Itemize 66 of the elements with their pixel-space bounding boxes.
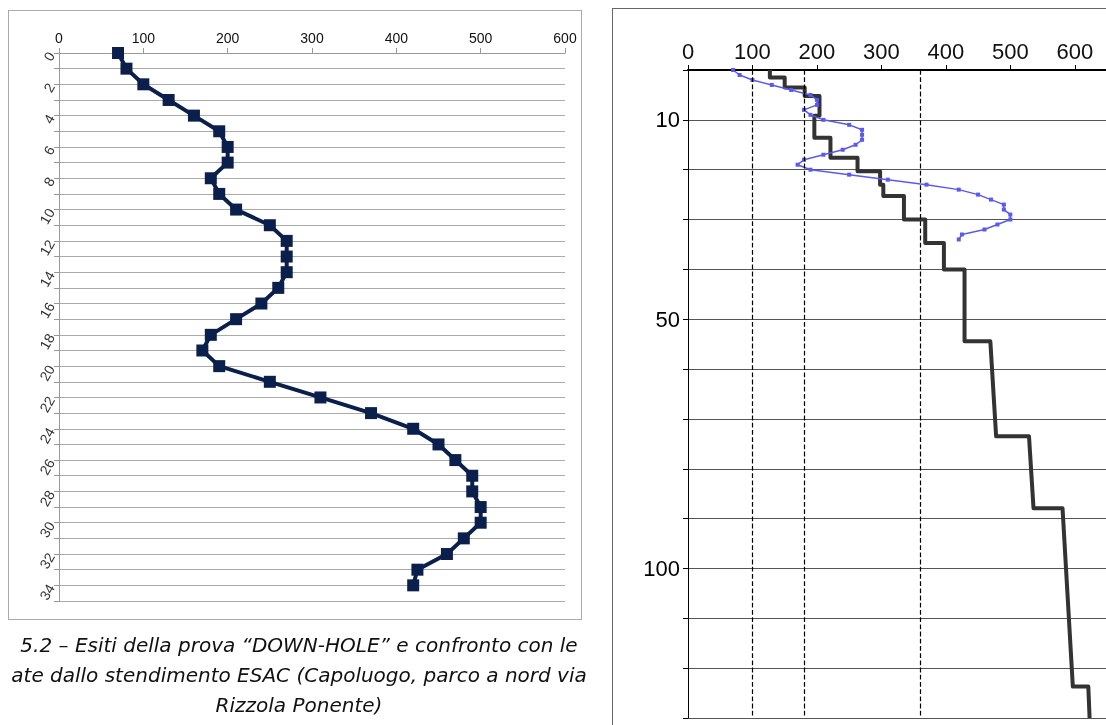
- x-tick-label: 600: [1056, 38, 1094, 64]
- y-tick-label: 8: [40, 174, 59, 189]
- x-tick-label: 500: [991, 38, 1029, 64]
- point: [860, 127, 865, 132]
- point: [1001, 202, 1006, 207]
- point: [737, 72, 742, 77]
- y-tick-label: 22: [36, 393, 59, 415]
- y-tick-label: 30: [36, 518, 59, 541]
- x-tick-label: 400: [384, 30, 409, 46]
- point: [821, 152, 826, 157]
- point: [853, 142, 858, 147]
- point: [956, 237, 961, 242]
- y-tick-label: 4: [40, 111, 59, 127]
- point: [956, 187, 961, 192]
- point: [840, 147, 845, 152]
- point: [769, 82, 774, 87]
- point: [821, 117, 826, 122]
- y-tick-label: 18: [36, 330, 59, 353]
- y-tick-label: 2: [40, 80, 59, 96]
- y-tick-label: 16: [36, 299, 59, 321]
- y-tick-label: 6: [40, 142, 59, 158]
- text: 5.2 – Esiti della prova “DOWN-HOLE” e confronto con le ate dallo stendimento ESAC (Capoluogo, parco a nord via Rizzola Ponente): [10, 632, 588, 719]
- point: [808, 112, 813, 117]
- point: [959, 232, 964, 237]
- point: [847, 122, 852, 127]
- point: [789, 87, 794, 92]
- y-tick-label: 26: [36, 455, 59, 478]
- y-tick-label: 12: [36, 236, 59, 259]
- x-tick-label: 100: [131, 30, 156, 46]
- x-tick-label: 300: [863, 38, 900, 64]
- point: [988, 197, 993, 202]
- point: [808, 92, 813, 97]
- point: [1008, 212, 1013, 217]
- point: [847, 172, 852, 177]
- y-tick-label: 20: [36, 361, 59, 384]
- point: [1008, 217, 1013, 222]
- point: [860, 137, 865, 142]
- x-tick-label: 200: [215, 30, 240, 46]
- point: [814, 102, 819, 107]
- x-tick-label: 400: [927, 38, 965, 64]
- y-tick-label: 50: [655, 306, 680, 332]
- x-tick-label: 100: [734, 38, 771, 64]
- point: [731, 68, 736, 72]
- point: [860, 132, 865, 137]
- x-tick-label: 600: [553, 30, 577, 46]
- point: [982, 227, 987, 232]
- point: [814, 97, 819, 102]
- y-tick-label: 32: [36, 549, 59, 572]
- y-tick-label: 10: [655, 107, 680, 133]
- y-tick-label: 34: [36, 581, 59, 603]
- x-tick-label: 500: [468, 30, 493, 46]
- y-tick-label: 14: [36, 268, 59, 290]
- point: [976, 192, 981, 197]
- point: [795, 162, 800, 167]
- y-tick-label: 28: [36, 487, 59, 509]
- x-tick-label: 300: [300, 30, 324, 46]
- point: [808, 167, 813, 172]
- y-tick-label: 10: [36, 205, 59, 228]
- x-tick-label: 200: [798, 38, 836, 64]
- y-tick-label: 100: [643, 555, 680, 581]
- point: [995, 222, 1000, 227]
- line-series: [767, 68, 1092, 720]
- point: [924, 182, 929, 187]
- point: [885, 177, 890, 182]
- point: [1001, 207, 1006, 212]
- y-tick-label: 24: [36, 424, 59, 447]
